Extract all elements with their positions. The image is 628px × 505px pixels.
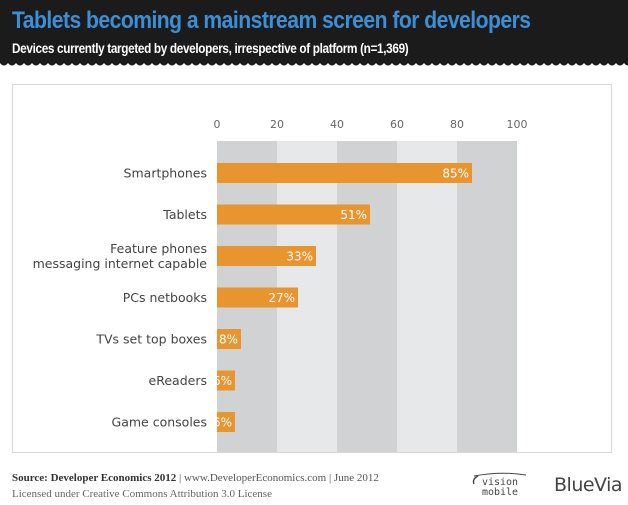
category-label: TVs set top boxes xyxy=(95,332,207,347)
grid-band xyxy=(397,141,457,452)
category-label: messaging internet capable xyxy=(33,256,208,271)
visionmobile-logo: vision mobile xyxy=(472,472,527,498)
source-details: | www.DeveloperEconomics.com | June 2012 xyxy=(176,472,379,484)
license-note: Licensed under Creative Commons Attribut… xyxy=(12,488,272,500)
bar-value-label: 6% xyxy=(213,374,232,388)
chart-panel: 0 20 40 60 80 100 85% Smartphones 51% Tablets 33% F… xyxy=(12,84,612,453)
logo-line1: vision xyxy=(482,477,518,488)
grid-band xyxy=(457,141,517,452)
logo-line2: mobile xyxy=(482,487,518,498)
x-tick-label: 60 xyxy=(390,118,404,131)
bar xyxy=(217,329,241,349)
category-label: Tablets xyxy=(162,207,207,222)
source-label: Source: Developer Economics 2012 xyxy=(12,472,177,484)
bar xyxy=(217,370,235,391)
category-label: PCs netbooks xyxy=(123,290,207,305)
bar-value-label: 8% xyxy=(219,333,238,347)
bar-value-label: 33% xyxy=(286,250,313,264)
header-banner: Tablets becoming a mainstream screen for… xyxy=(0,0,628,62)
x-tick-label: 80 xyxy=(450,118,464,131)
bar-value-label: 6% xyxy=(213,416,232,430)
logo-arc xyxy=(473,472,527,477)
bluevia-logo: BlueVia xyxy=(554,474,623,496)
bar-chart: 0 20 40 60 80 100 85% Smartphones 51% Tablets 33% F… xyxy=(33,118,528,452)
category-label: Feature phones xyxy=(110,241,207,256)
x-tick-label: 40 xyxy=(330,118,344,131)
bar xyxy=(217,163,472,183)
bar xyxy=(217,246,316,266)
x-tick-label: 0 xyxy=(214,118,221,131)
chart-title: Tablets becoming a mainstream screen for… xyxy=(12,7,531,34)
x-tick-label: 100 xyxy=(507,118,528,131)
bar xyxy=(217,287,298,308)
bar-value-label: 27% xyxy=(268,291,295,305)
bar xyxy=(217,412,235,432)
logo-swoosh xyxy=(472,475,479,485)
grid-band xyxy=(337,141,397,452)
category-label: eReaders xyxy=(149,373,207,388)
chart-subtitle: Devices currently targeted by developers… xyxy=(12,40,409,56)
category-label: Smartphones xyxy=(124,166,207,181)
source-note: Source: Developer Economics 2012 | www.D… xyxy=(12,472,379,484)
category-label: Game consoles xyxy=(112,415,207,430)
bar-value-label: 51% xyxy=(340,208,367,222)
bar-value-label: 85% xyxy=(442,167,469,181)
x-tick-label: 20 xyxy=(270,118,284,131)
bar xyxy=(217,204,370,225)
wave-divider xyxy=(0,60,628,66)
